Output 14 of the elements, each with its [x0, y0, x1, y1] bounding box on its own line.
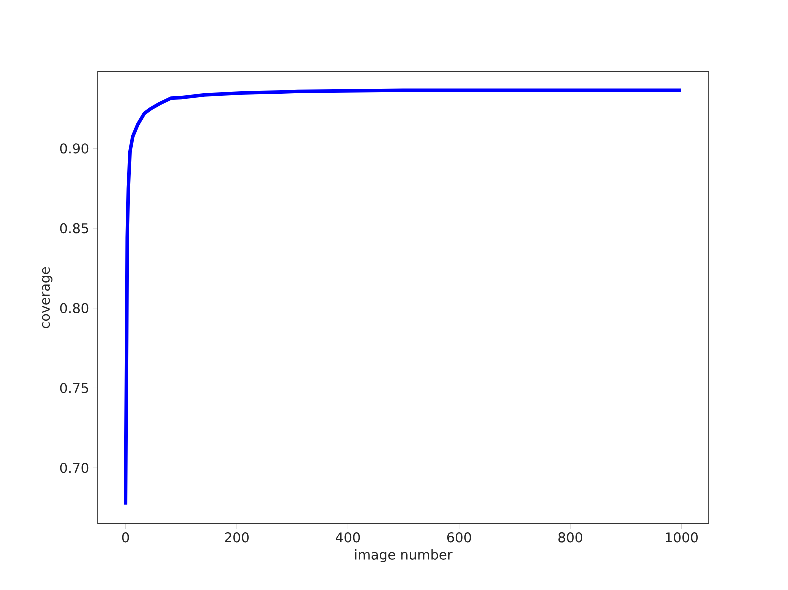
y-tick-label: 0.75 — [60, 383, 88, 394]
y-tick-label: 0.80 — [60, 303, 89, 314]
line-series — [124, 88, 683, 507]
x-tick-label: 0 — [122, 532, 130, 543]
x-tick-label: 1000 — [666, 532, 698, 543]
y-tick-label: 0.70 — [60, 463, 89, 474]
x-axis-title: image number — [355, 550, 453, 563]
y-tick-label: 0.85 — [60, 223, 88, 234]
x-tick-label: 200 — [225, 532, 249, 543]
y-axis-title: coverage — [42, 267, 53, 328]
x-tick-label: 400 — [336, 532, 360, 543]
x-tick-label: 800 — [558, 532, 583, 543]
x-tick-label: 600 — [447, 532, 472, 543]
y-tick-label: 0.90 — [60, 144, 89, 154]
